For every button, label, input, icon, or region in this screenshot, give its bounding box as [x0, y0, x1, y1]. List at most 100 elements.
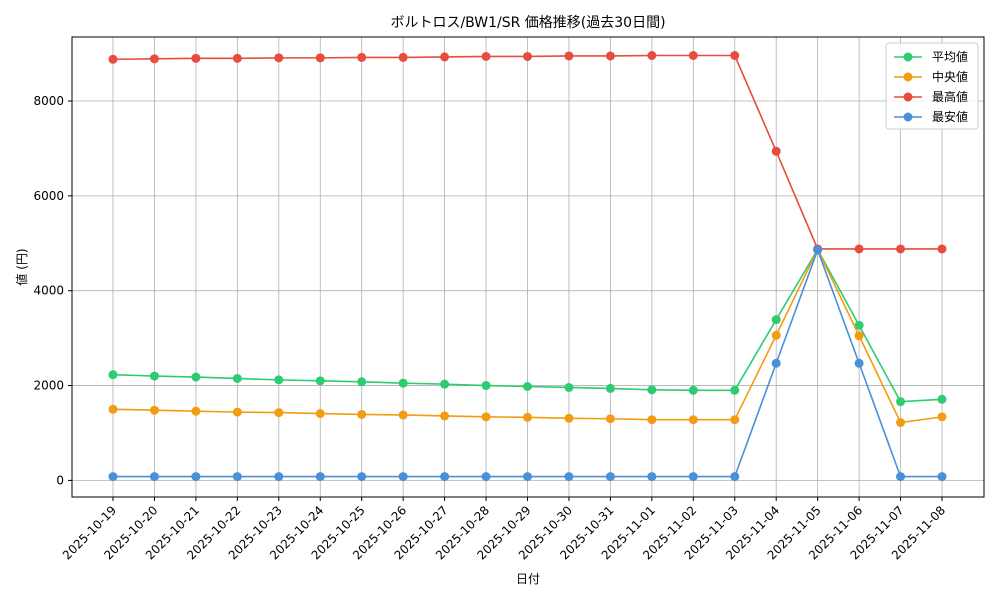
y-tick-label: 2000 — [33, 379, 64, 393]
chart-title: ボルトロス/BW1/SR 価格推移(過去30日間) — [390, 15, 665, 31]
data-point — [523, 51, 532, 61]
data-point — [191, 53, 201, 63]
data-point — [149, 371, 159, 381]
series-3 — [108, 245, 947, 482]
legend-box — [885, 42, 979, 130]
data-point — [564, 51, 574, 61]
data-point — [688, 472, 698, 482]
data-point — [523, 382, 532, 392]
data-point — [854, 244, 864, 254]
data-point — [440, 411, 450, 421]
data-point — [605, 414, 615, 424]
data-point — [605, 472, 615, 482]
data-point — [357, 409, 367, 419]
data-point — [771, 146, 781, 156]
data-point — [274, 472, 284, 482]
data-point — [232, 407, 242, 417]
data-point — [647, 472, 657, 482]
data-point — [730, 50, 740, 60]
series-0 — [108, 244, 947, 407]
data-point — [564, 413, 574, 423]
data-point — [523, 472, 532, 482]
data-point — [481, 472, 491, 482]
data-point — [854, 320, 864, 330]
data-point — [854, 358, 864, 368]
y-tick-label: 8000 — [33, 94, 64, 108]
data-point — [647, 50, 657, 60]
data-point — [854, 331, 864, 341]
data-point — [771, 358, 781, 368]
data-point — [481, 51, 491, 61]
plot-frame — [71, 36, 985, 498]
data-point — [398, 410, 408, 420]
data-point — [315, 409, 325, 419]
data-point — [149, 405, 159, 415]
legend-marker — [903, 92, 913, 102]
data-point — [688, 415, 698, 425]
data-point — [730, 385, 740, 395]
series-1 — [108, 244, 947, 428]
data-point — [937, 244, 947, 254]
data-point — [440, 472, 450, 482]
legend-label: 最安値 — [932, 109, 968, 124]
axis-ticks: 2025-10-192025-10-202025-10-212025-10-22… — [33, 94, 948, 562]
legend-marker — [903, 72, 913, 82]
data-point — [896, 472, 906, 482]
data-point — [523, 412, 532, 422]
data-point — [937, 412, 947, 422]
y-tick-label: 4000 — [33, 284, 64, 298]
series-2 — [108, 50, 947, 254]
data-point — [398, 52, 408, 62]
data-point — [274, 53, 284, 63]
data-point — [232, 53, 242, 63]
data-point — [274, 375, 284, 385]
data-point — [564, 472, 574, 482]
data-point — [108, 54, 118, 64]
data-point — [937, 472, 947, 482]
data-point — [730, 472, 740, 482]
data-point — [896, 244, 906, 254]
data-point — [564, 382, 574, 392]
data-point — [647, 385, 657, 395]
data-point — [149, 54, 159, 64]
data-point — [440, 52, 450, 62]
data-point — [647, 415, 657, 425]
y-tick-label: 0 — [56, 473, 64, 487]
legend-label: 中央値 — [932, 69, 968, 84]
data-point — [813, 245, 823, 255]
legend-label: 平均値 — [932, 49, 968, 64]
data-point — [398, 472, 408, 482]
data-point — [896, 418, 906, 428]
data-point — [232, 373, 242, 383]
data-point — [108, 472, 118, 482]
data-point — [730, 415, 740, 425]
data-point — [605, 51, 615, 61]
legend-marker — [903, 52, 913, 62]
data-point — [937, 394, 947, 404]
data-point — [191, 472, 201, 482]
data-point — [274, 408, 284, 418]
data-point — [191, 372, 201, 382]
x-axis-label: 日付 — [516, 572, 540, 586]
y-axis-label: 値 (円) — [14, 248, 29, 285]
data-point — [108, 404, 118, 414]
legend-label: 最高値 — [932, 89, 968, 104]
data-point — [688, 385, 698, 395]
data-point — [481, 381, 491, 391]
data-point — [398, 378, 408, 388]
data-point — [771, 315, 781, 325]
data-point — [315, 53, 325, 63]
series-layer — [108, 50, 947, 482]
data-point — [357, 472, 367, 482]
data-point — [191, 406, 201, 416]
data-point — [605, 383, 615, 393]
y-tick-label: 6000 — [33, 189, 64, 203]
data-point — [149, 472, 159, 482]
legend-marker — [903, 112, 913, 122]
data-point — [315, 472, 325, 482]
grid-lines — [72, 37, 984, 497]
data-point — [108, 370, 118, 380]
data-point — [357, 377, 367, 387]
